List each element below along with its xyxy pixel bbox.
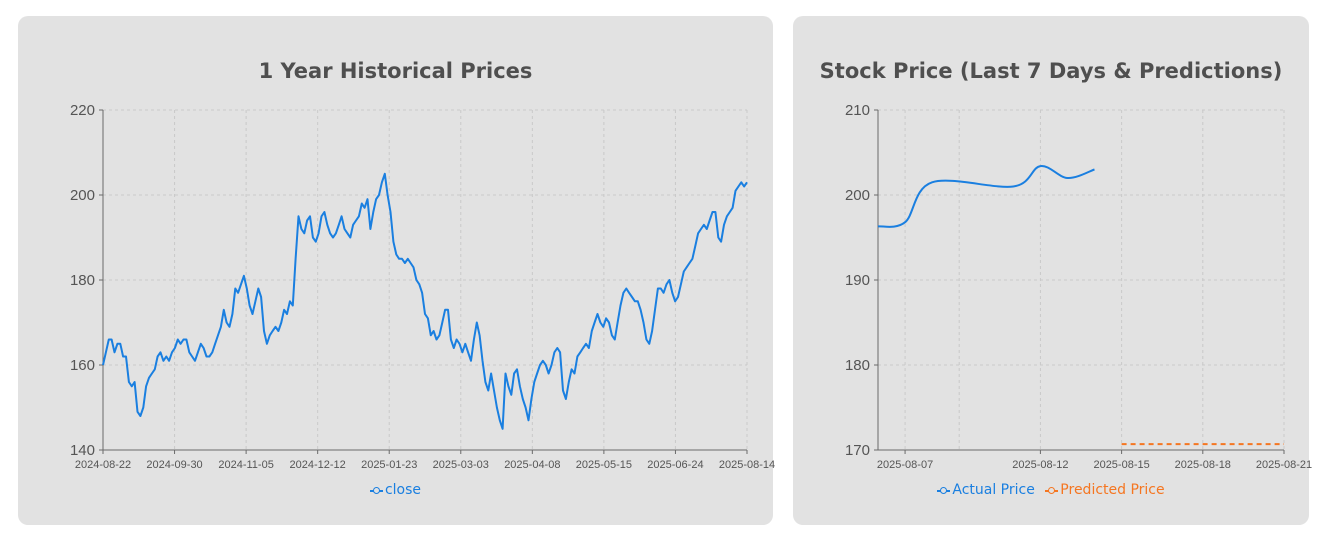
x-tick-label: 2025-08-14 xyxy=(719,459,775,471)
x-tick-label: 2024-12-12 xyxy=(290,459,346,471)
x-tick-label: 2025-01-23 xyxy=(361,459,417,471)
y-tick-label: 220 xyxy=(70,102,95,119)
legend-item-actual-price[interactable]: Actual Price xyxy=(937,482,1035,498)
historical-price-chart: 140 160 180 200 220 2024-08-22 2024-09-30 2024-… xyxy=(70,102,775,471)
legend-item-close[interactable]: close xyxy=(369,482,422,498)
y-tick-label: 170 xyxy=(845,442,870,459)
x-tick-label: 2024-09-30 xyxy=(146,459,202,471)
x-tick-label: 2025-08-21 xyxy=(1256,459,1312,471)
x-tick-label: 2025-08-18 xyxy=(1175,459,1231,471)
legend-item-predicted-price[interactable]: Predicted Price xyxy=(1045,482,1165,498)
historical-chart-card: 1 Year Historical Prices 140 160 180 200 220… xyxy=(18,16,775,525)
y-tick-label: 200 xyxy=(845,187,870,204)
series-line-close xyxy=(102,172,748,430)
y-tick-label: 180 xyxy=(70,272,95,289)
y-tick-label: 160 xyxy=(70,357,95,374)
chart-title: 1 Year Historical Prices xyxy=(258,59,533,83)
prediction-chart-card: Stock Price (Last 7 Days & Predictions) … xyxy=(793,16,1312,525)
legend-label: Predicted Price xyxy=(1060,482,1165,498)
y-tick-label: 210 xyxy=(845,102,870,119)
x-tick-label: 2025-04-08 xyxy=(504,459,560,471)
legend-label: Actual Price xyxy=(952,482,1035,498)
legend-marker-icon xyxy=(369,486,383,495)
chart-title: Stock Price (Last 7 Days & Predictions) xyxy=(819,59,1283,83)
x-tick-label: 2025-08-07 xyxy=(877,459,933,471)
series-line-actual-price xyxy=(877,165,1095,228)
y-tick-label: 190 xyxy=(845,272,870,289)
x-tick-label: 2025-08-15 xyxy=(1093,459,1149,471)
x-tick-label: 2024-11-05 xyxy=(218,459,273,471)
x-tick-label: 2025-05-15 xyxy=(576,459,632,471)
legend-label: close xyxy=(384,482,422,498)
x-tick-label: 2024-08-22 xyxy=(75,459,131,471)
y-tick-label: 200 xyxy=(70,187,95,204)
prediction-price-chart: 170 180 190 200 210 2025-08-07 2025-08-12 2025-… xyxy=(845,102,1312,471)
legend-marker-icon xyxy=(1045,486,1059,495)
x-tick-label: 2025-08-12 xyxy=(1012,459,1068,471)
x-tick-label: 2025-03-03 xyxy=(433,459,489,471)
y-tick-label: 180 xyxy=(845,357,870,374)
x-tick-label: 2025-06-24 xyxy=(647,459,703,471)
y-tick-label: 140 xyxy=(70,442,95,459)
chart-legend: Actual Price Predicted Price xyxy=(793,482,1309,498)
legend-marker-icon xyxy=(937,486,951,495)
chart-legend: close xyxy=(18,482,773,498)
